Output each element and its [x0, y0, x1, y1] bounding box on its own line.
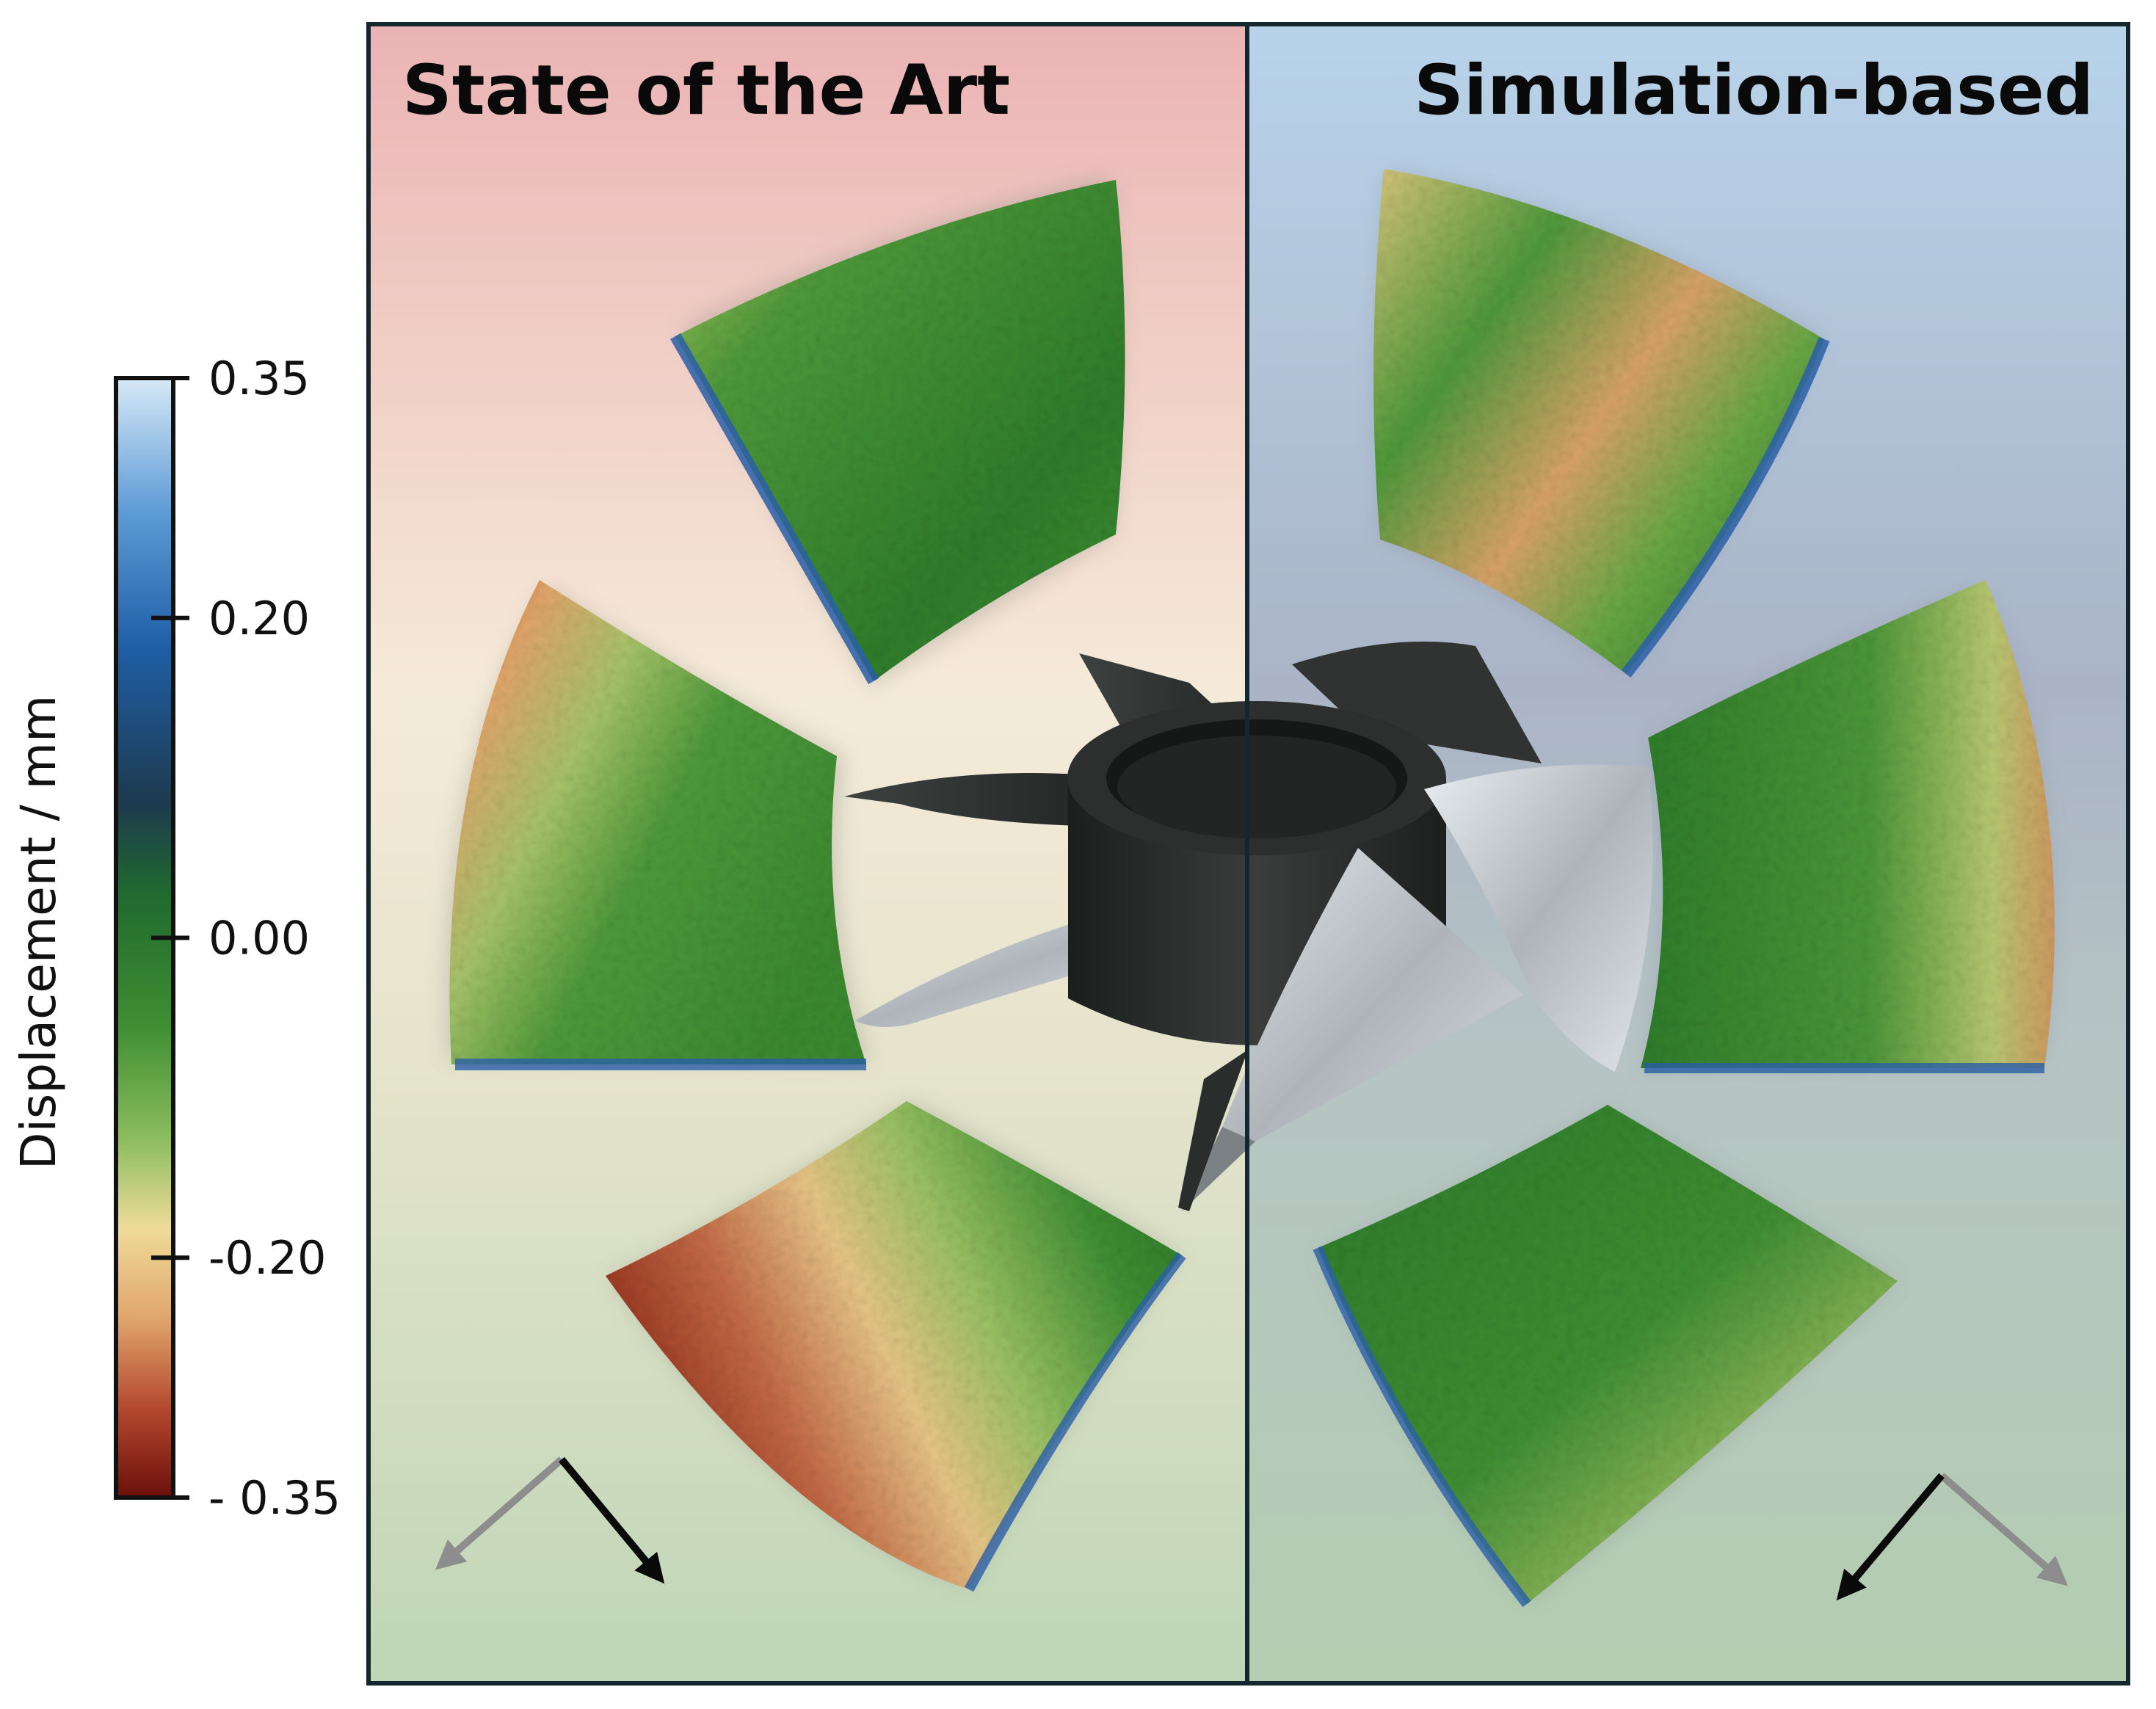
left-bottom-blade-scan	[606, 1101, 1186, 1592]
panel-right-title: Simulation-based	[1414, 51, 2094, 131]
panel-left-title: State of the Art	[402, 51, 1010, 131]
colorbar-tick-label: 0.35	[208, 352, 310, 405]
colorbar-ticks: 0.35 0.20 0.00 -0.20 - 0.35	[151, 352, 341, 1525]
colorbar-tick-label: -0.20	[208, 1231, 326, 1285]
colorbar-title: Displacement / mm	[10, 695, 67, 1170]
impeller-model-icon	[844, 641, 1653, 1211]
right-top-blade-scan	[1373, 169, 1830, 678]
colorbar: 0.35 0.20 0.00 -0.20 - 0.35 Displacement / m…	[10, 352, 341, 1525]
orientation-axes-icon	[435, 1456, 665, 1584]
colorbar-tick-label: 0.20	[208, 592, 310, 645]
right-middle-blade-scan	[1641, 580, 2055, 1073]
right-bottom-blade-scan	[1313, 1105, 1898, 1608]
left-middle-blade-scan	[446, 580, 870, 1070]
colorbar-tick-label: 0.00	[208, 912, 310, 965]
left-top-blade-scan	[670, 176, 1125, 686]
orientation-axes-icon	[1836, 1473, 2069, 1601]
colorbar-tick-label: - 0.35	[208, 1471, 341, 1525]
